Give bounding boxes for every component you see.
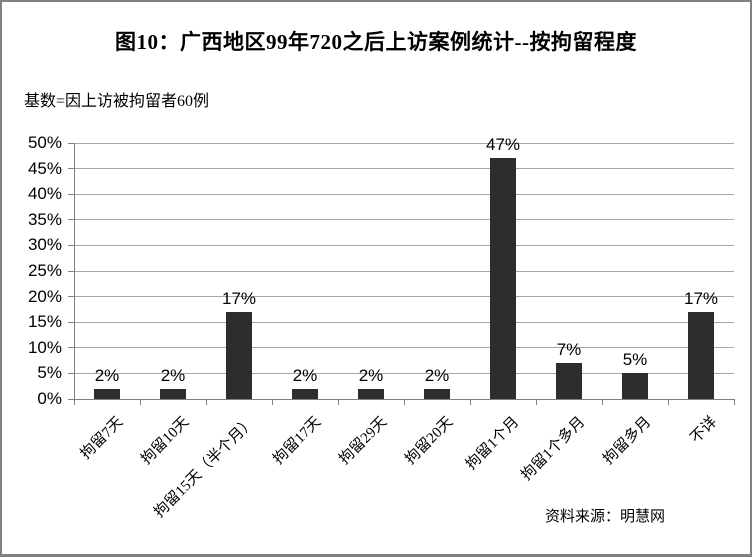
y-axis-label: 50%: [27, 133, 62, 152]
gridline: [74, 347, 734, 349]
y-axis-label: 45%: [27, 158, 62, 178]
x-axis-tick: [205, 399, 207, 405]
bar-value-label: 17%: [683, 288, 719, 308]
bar: [490, 158, 516, 399]
bar-value-label: 47%: [485, 135, 521, 155]
y-axis-label: 25%: [27, 261, 62, 280]
bar-value-label: 7%: [556, 340, 582, 360]
bar: [688, 311, 714, 399]
bar: [424, 388, 450, 399]
x-axis-tick: [139, 399, 141, 405]
x-axis-tick: [733, 399, 735, 405]
y-axis-label: 10%: [27, 337, 62, 357]
bar-value-label: 2%: [358, 365, 384, 385]
x-axis-tick: [271, 399, 273, 405]
y-axis-tick: [68, 372, 74, 374]
gridline: [74, 142, 734, 144]
y-axis-tick: [68, 270, 74, 272]
y-axis-tick: [68, 321, 74, 323]
gridline: [74, 270, 734, 272]
bar: [622, 373, 648, 399]
bar: [292, 388, 318, 399]
bar-value-label: 2%: [424, 365, 450, 385]
y-axis-label: 20%: [27, 286, 62, 306]
source-note: 资料来源：明慧网: [545, 509, 666, 525]
x-axis-tick: [601, 399, 603, 405]
y-axis-label: 15%: [27, 312, 62, 332]
y-axis-label: 0%: [37, 389, 62, 408]
y-axis-label: 40%: [27, 184, 62, 204]
bar: [226, 311, 252, 399]
bar-value-label: 5%: [622, 350, 648, 370]
gridline: [74, 321, 734, 323]
x-axis-tick: [469, 399, 471, 405]
y-axis-tick: [68, 193, 74, 195]
gridline: [74, 193, 734, 195]
gridline: [74, 372, 734, 374]
y-axis-line: [74, 143, 75, 400]
gridline: [74, 168, 734, 170]
chart-subtitle: 基数=因上访被拘留者60例: [24, 93, 210, 110]
bar-value-label: 2%: [160, 365, 186, 385]
y-axis-label: 35%: [27, 209, 62, 229]
y-axis-tick: [68, 244, 74, 246]
y-axis-tick: [68, 219, 74, 221]
y-axis-label: 30%: [27, 235, 62, 255]
bar-value-label: 2%: [94, 365, 120, 385]
x-axis-tick: [73, 399, 75, 405]
bar: [160, 388, 186, 399]
bar: [556, 363, 582, 399]
x-axis-tick: [337, 399, 339, 405]
x-axis-tick: [535, 399, 537, 405]
gridline: [74, 244, 734, 246]
bar: [94, 388, 120, 399]
chart-title: 图10：广西地区99年720之后上访案例统计--按拘留程度: [115, 30, 637, 54]
gridline: [74, 296, 734, 298]
bar: [358, 388, 384, 399]
x-axis-tick: [667, 399, 669, 405]
plot-area: 0% 5% 10% 15% 20% 25% 30% 35% 40% 45% 50% 2% 拘留7天 2% 拘…: [28, 134, 735, 521]
bar-value-label: 17%: [221, 288, 257, 308]
y-axis-tick: [68, 398, 74, 400]
y-axis-tick: [68, 347, 74, 349]
y-axis-tick: [68, 296, 74, 298]
x-axis-tick: [403, 399, 405, 405]
y-axis-tick: [68, 142, 74, 144]
y-axis-label: 5%: [37, 363, 62, 383]
bar-value-label: 2%: [292, 365, 318, 385]
gridline: [74, 219, 734, 221]
y-axis-tick: [68, 168, 74, 170]
